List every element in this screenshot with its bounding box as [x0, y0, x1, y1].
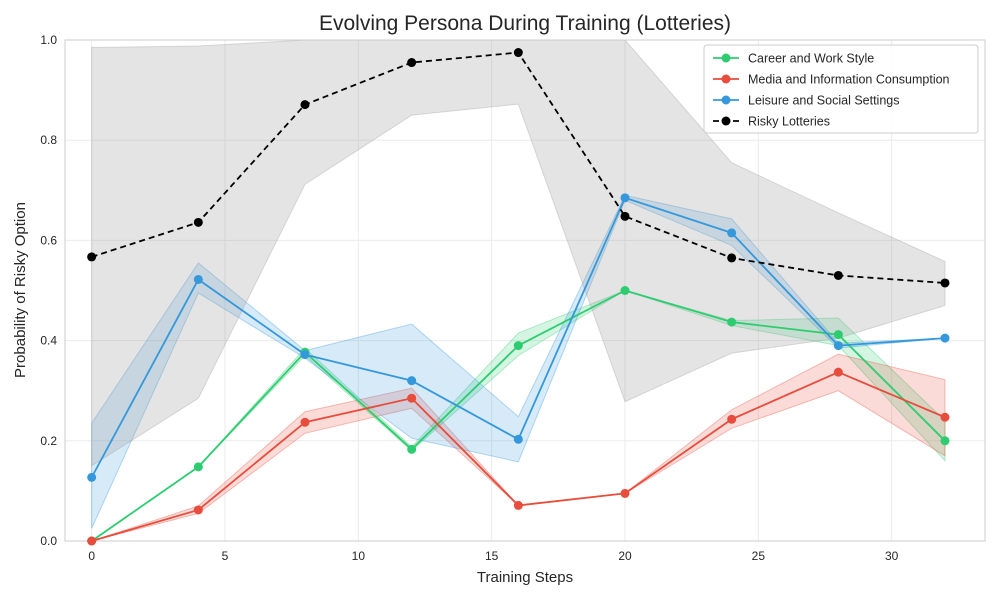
x-tick-label: 0 [88, 549, 95, 563]
data-point [193, 462, 203, 472]
legend-marker [721, 53, 731, 63]
data-point [300, 350, 310, 360]
data-point [940, 278, 950, 288]
data-point [833, 341, 843, 351]
y-tick-label: 1.0 [40, 33, 57, 47]
data-point [620, 488, 630, 498]
legend-marker [721, 74, 731, 84]
plot-frame [64, 39, 986, 542]
x-tick-label: 30 [885, 549, 899, 563]
legend-label: Leisure and Social Settings [748, 94, 899, 108]
data-point [727, 317, 737, 327]
data-point [513, 500, 523, 510]
data-point [620, 211, 630, 221]
data-point [87, 536, 97, 546]
data-point [940, 333, 950, 343]
data-point [407, 393, 417, 403]
data-point [727, 414, 737, 424]
data-point [940, 436, 950, 446]
data-point [620, 286, 630, 295]
legend-label: Media and Information Consumption [748, 73, 950, 87]
y-tick-label: 0.4 [40, 334, 57, 348]
legend-marker [721, 95, 731, 105]
data-point [833, 367, 843, 377]
data-point [620, 193, 630, 203]
x-tick-label: 25 [752, 549, 766, 563]
data-point [513, 434, 523, 444]
data-point [87, 472, 97, 482]
data-point [193, 505, 203, 515]
legend: Career and Work Style Media and Informati… [703, 44, 979, 134]
legend-marker [721, 116, 731, 126]
legend-box [703, 44, 979, 134]
x-tick-label: 5 [222, 549, 229, 563]
data-point [833, 270, 843, 280]
data-point [193, 217, 203, 227]
y-axis-label: Probability of Risky Option [12, 202, 29, 378]
data-point [300, 100, 310, 110]
y-tick-label: 0.2 [40, 434, 57, 448]
data-point [87, 252, 97, 262]
data-point [407, 58, 417, 68]
data-point [513, 48, 523, 58]
axis-ticks: 0 5 10 15 20 25 30 0.0 0.2 0.4 0.6 0.8 1.0 [40, 33, 898, 563]
data-point [300, 417, 310, 427]
data-point [727, 253, 737, 263]
series-lines [87, 48, 950, 546]
x-tick-label: 15 [485, 549, 499, 563]
y-tick-label: 0.8 [40, 133, 57, 147]
data-point [193, 274, 203, 284]
confidence-band [91, 194, 946, 529]
x-tick-label: 10 [352, 549, 366, 563]
chart-title: Evolving Persona During Training (Lotter… [319, 12, 731, 35]
data-point [940, 412, 950, 422]
data-point [833, 330, 843, 340]
data-point [407, 376, 417, 386]
x-axis-label: Training Steps [477, 569, 573, 586]
legend-label: Risky Lotteries [748, 115, 830, 129]
legend-label: Career and Work Style [748, 52, 874, 66]
y-tick-label: 0.0 [40, 534, 57, 548]
data-point [727, 228, 737, 238]
x-tick-label: 20 [618, 549, 632, 563]
y-tick-label: 0.6 [40, 233, 57, 247]
data-point [513, 341, 523, 351]
data-point [407, 444, 417, 454]
